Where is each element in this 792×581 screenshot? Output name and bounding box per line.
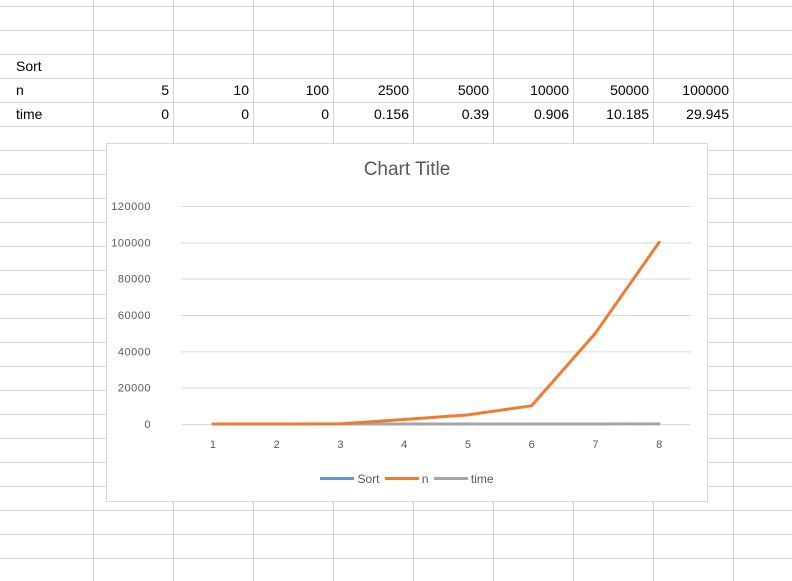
legend-swatch-sort <box>320 477 355 480</box>
x-tick-label: 3 <box>337 439 343 451</box>
x-tick-label: 2 <box>274 439 280 451</box>
cell-n-7[interactable]: 50000 <box>610 82 649 98</box>
x-tick-label: 6 <box>529 439 535 451</box>
cell-time-2[interactable]: 0 <box>241 106 249 122</box>
cell-n-3[interactable]: 100 <box>305 82 329 98</box>
cell-time-6[interactable]: 0.906 <box>533 106 569 122</box>
y-tick-label: 80000 <box>118 274 151 286</box>
x-tick-label: 8 <box>656 439 662 451</box>
cell-time-3[interactable]: 0 <box>321 106 329 122</box>
y-tick-label: 40000 <box>118 346 151 358</box>
y-tick-label: 0 <box>144 419 151 431</box>
cell-n-8[interactable]: 100000 <box>682 82 729 98</box>
cell-n-4[interactable]: 2500 <box>377 82 409 98</box>
x-tick-label: 4 <box>401 439 407 451</box>
cell-n-5[interactable]: 5000 <box>457 82 489 98</box>
cell-time-1[interactable]: 0 <box>161 106 169 122</box>
cell-n-2[interactable]: 10 <box>233 82 249 98</box>
legend-item-sort: Sort <box>320 472 379 486</box>
cell-time-8[interactable]: 29.945 <box>686 106 729 122</box>
x-tick-label: 5 <box>465 439 471 451</box>
legend-swatch-n <box>384 477 419 480</box>
cell-time-7[interactable]: 10.185 <box>606 106 649 122</box>
y-tick-label: 100000 <box>111 237 151 249</box>
series-line-n <box>211 240 661 426</box>
legend-label-time: time <box>470 471 494 486</box>
cell-n-6[interactable]: 10000 <box>530 82 569 98</box>
legend-item-n: n <box>384 471 429 486</box>
legend-item-time: time <box>433 471 494 486</box>
x-tick-label: 1 <box>210 439 216 451</box>
legend-label-sort: Sort <box>357 471 380 486</box>
y-tick-label: 20000 <box>118 383 151 395</box>
cell-time-label[interactable]: time <box>16 106 43 122</box>
x-tick-label: 7 <box>592 439 598 451</box>
chart-title[interactable]: Chart Title <box>363 159 451 180</box>
line-chart[interactable]: 0 20000 40000 60000 80000 100000 120000 1 2 3 4 5 6 7… <box>106 143 708 502</box>
legend-swatch-time <box>433 477 468 480</box>
cell-time-5[interactable]: 0.39 <box>461 106 489 122</box>
chart-legend[interactable]: Sort n time <box>107 469 707 486</box>
y-tick-label: 60000 <box>118 310 151 322</box>
cell-time-4[interactable]: 0.156 <box>373 106 409 122</box>
y-tick-label: 120000 <box>111 201 151 213</box>
chart-plot: 0 20000 40000 60000 80000 100000 120000 1 2 3 4 5 6 7… <box>111 201 691 451</box>
legend-label-n: n <box>421 471 429 486</box>
cell-n-1[interactable]: 5 <box>161 82 169 98</box>
cell-n-label[interactable]: n <box>16 82 24 98</box>
cell-sort-title[interactable]: Sort <box>16 58 42 74</box>
